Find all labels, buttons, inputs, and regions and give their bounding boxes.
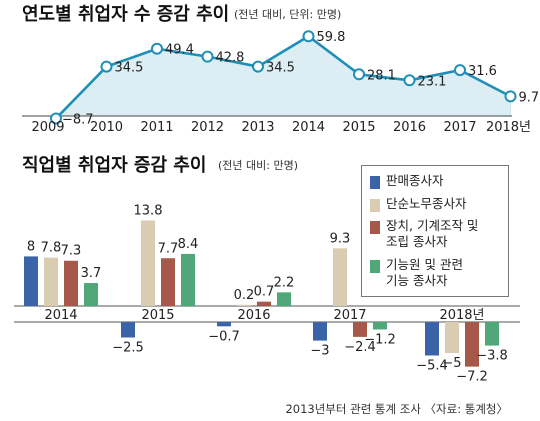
- bar-value-label: −5.4: [416, 358, 448, 373]
- legend-label-craft: 기능원 및 관련 기능 종사자: [386, 257, 463, 288]
- bar-value-label: 0.7: [254, 285, 275, 300]
- bar-chart-title: 직업별 취업자 증감 추이: [22, 155, 206, 176]
- bar-category-label: 2017: [333, 308, 366, 323]
- bar: [181, 253, 195, 306]
- bar: [313, 322, 327, 341]
- line-marker: [252, 60, 264, 73]
- bar: [161, 258, 175, 306]
- line-x-tick-label: 2016: [393, 120, 426, 135]
- bar: [485, 322, 499, 346]
- line-x-tick-label: 2014: [292, 120, 325, 135]
- line-value-label: 49.4: [165, 43, 194, 58]
- bar: [333, 248, 347, 306]
- bar-value-label: 0.2: [234, 288, 255, 303]
- bar: [84, 283, 98, 306]
- legend-label-machine: 장치, 기계조작 및 조립 종사자: [386, 218, 479, 249]
- bar: [237, 304, 251, 306]
- line-marker: [50, 112, 62, 125]
- bar-category-label: 2016: [237, 308, 270, 323]
- bar: [141, 220, 155, 306]
- line-value-label: 28.1: [367, 68, 396, 83]
- line-value-label: 9.7: [519, 90, 540, 105]
- bar-value-label: −2.4: [344, 340, 376, 355]
- bar-category-label: 2014: [44, 308, 77, 323]
- bar-value-label: 2.2: [274, 275, 295, 290]
- line-marker: [201, 50, 214, 63]
- bar: [24, 256, 38, 306]
- bar: [44, 257, 58, 306]
- legend-label-labor: 단순노무종사자: [386, 196, 467, 211]
- bar: [465, 322, 479, 367]
- line-series: [55, 34, 512, 120]
- line-value-label: −8.7: [62, 112, 94, 127]
- bar-value-label: 8: [27, 239, 35, 254]
- line-value-label: 23.1: [418, 74, 447, 89]
- bar-value-label: 13.8: [134, 203, 163, 218]
- line-marker: [151, 42, 163, 55]
- footnote: 2013년부터 관련 통계 조사 〈자료: 통계청〉: [285, 402, 508, 416]
- bar: [277, 292, 291, 306]
- line-x-tick-label: 2009: [31, 120, 64, 135]
- bar-value-label: −0.7: [208, 329, 240, 344]
- line-marker: [454, 64, 466, 77]
- bar: [445, 322, 459, 353]
- bar-value-label: −3: [310, 344, 329, 359]
- line-marker: [504, 90, 517, 103]
- bar-value-label: −3.8: [476, 349, 508, 364]
- bar-value-label: 8.4: [178, 237, 199, 252]
- bar-value-label: −7.2: [456, 370, 488, 385]
- bar-chart-legend: 판매종사자 단순노무종사자 장치, 기계조작 및 조립 종사자 기능원 및 관련…: [361, 165, 509, 297]
- bar: [425, 322, 439, 356]
- bar-value-label: 7.7: [158, 241, 179, 256]
- bar-value-label: 9.3: [330, 231, 351, 246]
- bar-value-label: 7.8: [41, 241, 62, 256]
- line-value-label: 59.8: [317, 30, 346, 45]
- line-marker: [302, 30, 315, 43]
- line-marker: [403, 74, 416, 87]
- bar-value-label: −2.5: [112, 341, 144, 356]
- line-marker: [353, 68, 365, 81]
- bar: [373, 322, 387, 330]
- bar: [64, 260, 78, 306]
- line-area: [56, 36, 511, 119]
- line-chart-title: 연도별 취업자 수 증감 추이: [22, 4, 229, 25]
- bar-value-label: 3.7: [81, 266, 102, 281]
- legend-swatch-labor: [370, 199, 380, 212]
- legend-swatch-craft: [370, 260, 380, 273]
- bar-chart: 2014 2015 2016 2017 2018년 8 −2.5 −0.7 −3 −5.4 7.8 1…: [14, 203, 520, 385]
- line-x-tick-label: 2018년: [486, 120, 531, 135]
- legend-swatch-machine: [370, 221, 380, 234]
- bar: [257, 301, 271, 306]
- line-x-tick-label: 2012: [191, 120, 224, 135]
- bar-value-label: 7.3: [61, 244, 82, 259]
- legend-swatch-sales: [370, 176, 380, 189]
- line-marker: [100, 60, 113, 73]
- line-value-label: 34.5: [266, 61, 295, 76]
- legend-label-sales: 판매종사자: [386, 173, 444, 188]
- bar-value-label: −1.2: [364, 332, 396, 347]
- line-x-tick-label: 2010: [90, 120, 123, 135]
- bar: [121, 322, 135, 338]
- bar-category-label: 2018년: [439, 308, 484, 323]
- bar-value-label: −5: [442, 356, 461, 371]
- bar: [217, 322, 231, 327]
- bar-category-label: 2015: [141, 308, 174, 323]
- line-x-tick-label: 2017: [443, 120, 476, 135]
- line-chart-subtitle: (전년 대비, 단위: 만명): [234, 8, 341, 21]
- line-x-tick-label: 2013: [241, 120, 274, 135]
- line-value-label: 42.8: [216, 51, 245, 66]
- line-value-label: 34.5: [115, 61, 144, 76]
- line-value-label: 31.6: [468, 64, 497, 79]
- bar-chart-subtitle: (전년 대비: 만명): [218, 159, 298, 172]
- line-x-tick-label: 2011: [140, 120, 173, 135]
- bar: [353, 322, 367, 337]
- line-x-tick-label: 2015: [342, 120, 375, 135]
